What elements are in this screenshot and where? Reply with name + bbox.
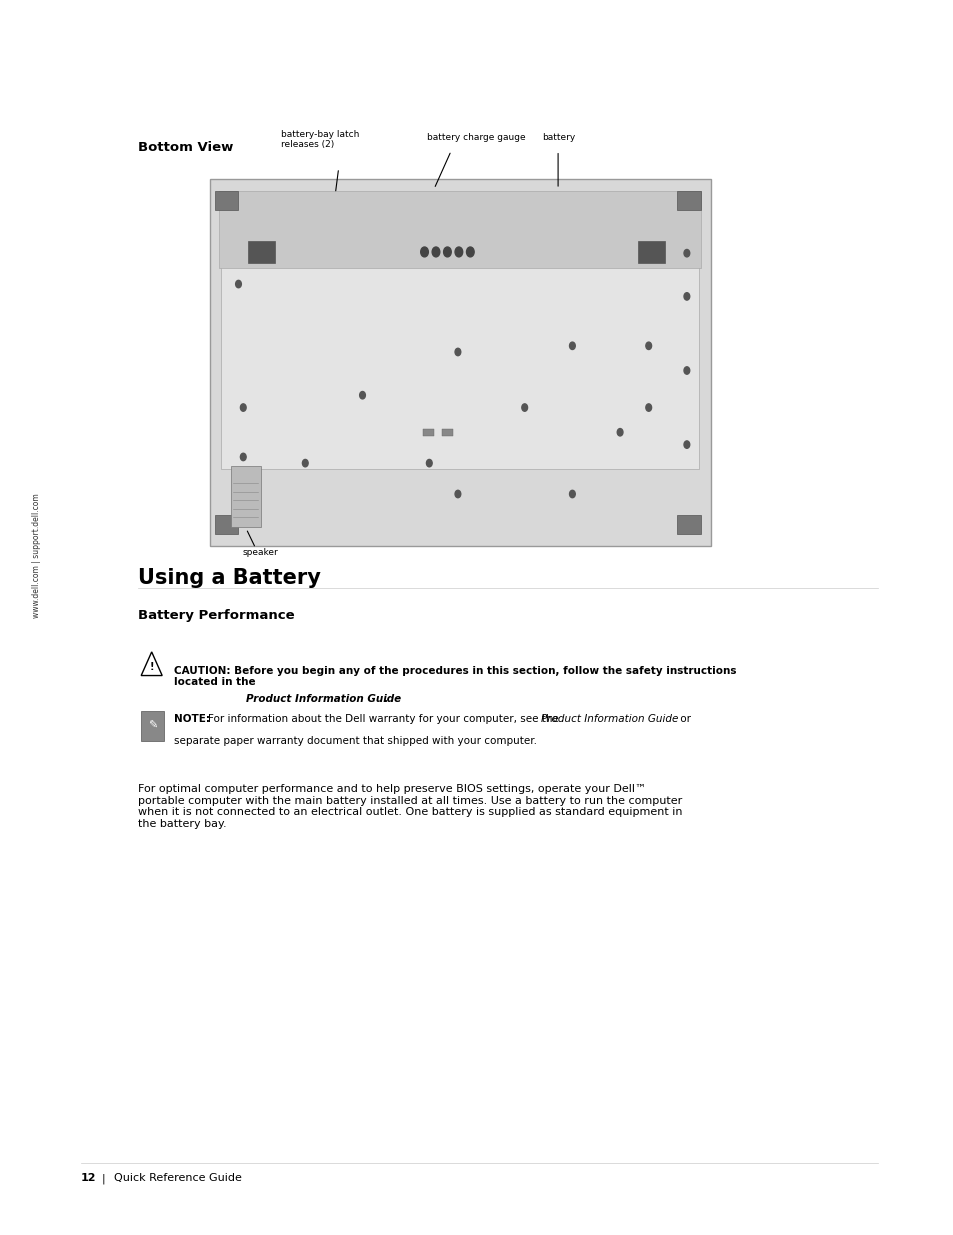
Text: www.dell.com | support.dell.com: www.dell.com | support.dell.com xyxy=(31,493,41,619)
Circle shape xyxy=(645,404,651,411)
Text: Using a Battery: Using a Battery xyxy=(138,568,321,588)
Text: Product Information Guide: Product Information Guide xyxy=(246,694,401,704)
Circle shape xyxy=(455,490,460,498)
Circle shape xyxy=(240,404,246,411)
Text: For information about the Dell warranty for your computer, see the: For information about the Dell warranty … xyxy=(208,714,561,724)
Text: Quick Reference Guide: Quick Reference Guide xyxy=(114,1173,242,1183)
Bar xyxy=(219,191,700,268)
Circle shape xyxy=(617,429,622,436)
Text: battery-bay latch
releases (2): battery-bay latch releases (2) xyxy=(281,130,359,149)
Text: battery: battery xyxy=(541,133,575,142)
Bar xyxy=(221,194,699,469)
Polygon shape xyxy=(141,652,162,676)
Circle shape xyxy=(645,342,651,350)
Bar xyxy=(248,241,274,263)
Bar xyxy=(231,466,261,527)
Bar xyxy=(214,191,238,210)
Text: CAUTION: Before you begin any of the procedures in this section, follow the safe: CAUTION: Before you begin any of the pro… xyxy=(173,666,736,687)
Circle shape xyxy=(683,441,689,448)
Circle shape xyxy=(235,280,241,288)
Text: Product Information Guide: Product Information Guide xyxy=(540,714,678,724)
Text: For optimal computer performance and to help preserve BIOS settings, operate you: For optimal computer performance and to … xyxy=(138,784,682,829)
Text: .: . xyxy=(384,694,388,704)
Text: |: | xyxy=(102,1173,106,1184)
Circle shape xyxy=(455,247,462,257)
Circle shape xyxy=(683,249,689,257)
Text: speaker: speaker xyxy=(242,548,277,557)
Text: battery charge gauge: battery charge gauge xyxy=(427,133,525,142)
Bar xyxy=(677,191,700,210)
Circle shape xyxy=(240,453,246,461)
Text: Bottom View: Bottom View xyxy=(138,141,233,154)
Circle shape xyxy=(443,247,451,257)
Bar xyxy=(141,711,164,741)
Bar xyxy=(210,179,710,546)
Circle shape xyxy=(432,247,439,257)
Bar xyxy=(441,429,453,436)
Text: !: ! xyxy=(150,662,153,672)
Text: or: or xyxy=(677,714,691,724)
Circle shape xyxy=(521,404,527,411)
Text: NOTE:: NOTE: xyxy=(173,714,213,724)
Bar xyxy=(638,241,664,263)
Text: ✎: ✎ xyxy=(148,721,157,731)
Text: 12: 12 xyxy=(81,1173,96,1183)
Text: Battery Performance: Battery Performance xyxy=(138,609,294,622)
Circle shape xyxy=(420,247,428,257)
Circle shape xyxy=(359,391,365,399)
Circle shape xyxy=(302,459,308,467)
Circle shape xyxy=(455,348,460,356)
Circle shape xyxy=(569,342,575,350)
Circle shape xyxy=(683,293,689,300)
Circle shape xyxy=(683,367,689,374)
Bar xyxy=(214,515,238,534)
Bar xyxy=(677,515,700,534)
Bar xyxy=(422,429,434,436)
Circle shape xyxy=(426,459,432,467)
Circle shape xyxy=(569,490,575,498)
Text: separate paper warranty document that shipped with your computer.: separate paper warranty document that sh… xyxy=(173,736,537,746)
Circle shape xyxy=(466,247,474,257)
